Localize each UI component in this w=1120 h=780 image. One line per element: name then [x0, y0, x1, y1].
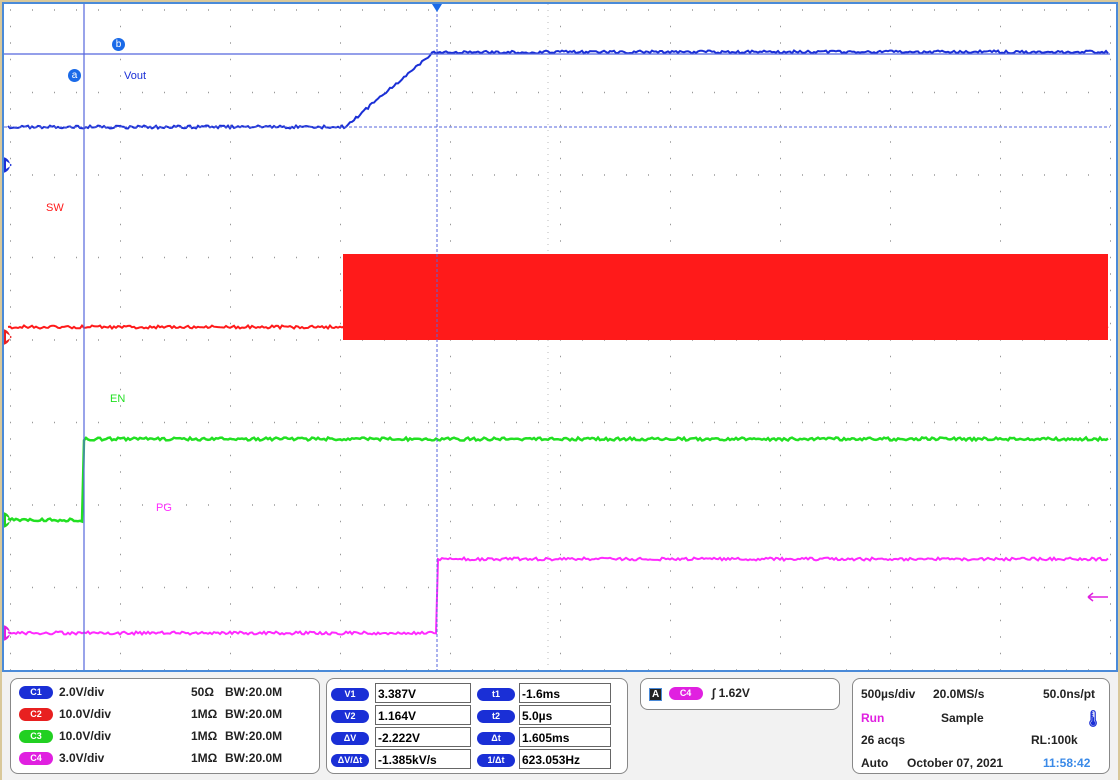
channel-scale: 3.0V/div [59, 751, 104, 765]
channel-impedance: 1MΩ [191, 707, 217, 721]
run-state[interactable]: Run [861, 711, 884, 725]
channel-row[interactable]: C3 10.0V/div 1MΩ BW:20.0M [19, 729, 309, 743]
measurement-value: -1.6ms [519, 683, 611, 703]
trace-sw-switching [343, 254, 1108, 340]
channel-row[interactable]: C1 2.0V/div 50Ω BW:20.0M [19, 685, 309, 699]
channel-scale: 2.0V/div [59, 685, 104, 699]
cursor-b-marker[interactable]: b [112, 38, 125, 51]
trigger-mode-auto: Auto [861, 756, 888, 770]
cursor-readouts: V1 3.387V t1 -1.6ms V2 1.164V t2 5.0µs ΔV -2.222V… [326, 678, 628, 774]
channel-badge[interactable]: C4 [19, 752, 53, 765]
channel-row[interactable]: C4 3.0V/div 1MΩ BW:20.0M [19, 751, 309, 765]
channel-impedance: 1MΩ [191, 751, 217, 765]
resolution: 50.0ns/pt [1043, 687, 1095, 701]
trigger-level-arrow-icon [1088, 593, 1108, 601]
trace-label-vout: Vout [124, 70, 146, 82]
acquisition-settings: 500µs/div 20.0MS/s 50.0ns/pt Run Sample … [852, 678, 1110, 774]
measurement-value: 5.0µs [519, 705, 611, 725]
trigger-mode: A [649, 688, 662, 701]
channel-bandwidth: BW:20.0M [225, 751, 282, 765]
trace-label-en: EN [110, 393, 125, 405]
trigger-slope-icon: ∫ [712, 686, 715, 700]
acq-count: 26 acqs [861, 733, 905, 747]
trace-label-pg: PG [156, 502, 172, 514]
channel-badge[interactable]: C2 [19, 708, 53, 721]
channel-impedance: 50Ω [191, 685, 214, 699]
channel-bandwidth: BW:20.0M [225, 685, 282, 699]
channel-scale: 10.0V/div [59, 707, 111, 721]
waveform-display[interactable]: Vout SW EN PG a b [2, 2, 1118, 672]
measurement-label: 1/Δt [477, 754, 515, 767]
timebase: 500µs/div [861, 687, 915, 701]
measurement-label: t2 [477, 710, 515, 723]
measurement-label: V2 [331, 710, 369, 723]
channel-bandwidth: BW:20.0M [225, 729, 282, 743]
measurement-value: 3.387V [375, 683, 471, 703]
trace-label-sw: SW [46, 202, 64, 214]
channel-row[interactable]: C2 10.0V/div 1MΩ BW:20.0M [19, 707, 309, 721]
channel-scale: 10.0V/div [59, 729, 111, 743]
channel-badge[interactable]: C3 [19, 730, 53, 743]
status-panel: C1 2.0V/div 50Ω BW:20.0M C2 10.0V/div 1MΩ BW:20… [2, 672, 1118, 780]
measurement-value: 1.164V [375, 705, 471, 725]
trigger-source: C4 [669, 687, 703, 700]
channel-impedance: 1MΩ [191, 729, 217, 743]
cursor-a-marker[interactable]: a [68, 69, 81, 82]
trace-en [8, 438, 1108, 522]
thermometer-icon: 🌡 [1083, 709, 1103, 729]
measurement-label: V1 [331, 688, 369, 701]
waveform-canvas [4, 4, 1116, 670]
channel-bandwidth: BW:20.0M [225, 707, 282, 721]
channel-badge[interactable]: C1 [19, 686, 53, 699]
measurement-label: ΔV [331, 732, 369, 745]
measurement-label: ΔV/Δt [331, 754, 369, 767]
time: 11:58:42 [1043, 756, 1090, 770]
measurement-label: t1 [477, 688, 515, 701]
channel-ground-marker-icon [4, 157, 12, 173]
trigger-level: 1.62V [719, 686, 750, 700]
measurement-value: 623.053Hz [519, 749, 611, 769]
channel-settings: C1 2.0V/div 50Ω BW:20.0M C2 10.0V/div 1MΩ BW:20… [10, 678, 320, 774]
acq-mode: Sample [941, 711, 984, 725]
trigger-position-icon [432, 4, 442, 12]
trace-vout [8, 51, 1108, 129]
measurement-value: -1.385kV/s [375, 749, 471, 769]
record-length: RL:100k [1031, 733, 1078, 747]
measurement-label: Δt [477, 732, 515, 745]
date: October 07, 2021 [907, 756, 1003, 770]
trace-pg [8, 558, 1108, 635]
sample-rate: 20.0MS/s [933, 687, 984, 701]
channel-ground-marker-icon [4, 329, 12, 345]
trigger-settings: A C4 ∫ 1.62V [640, 678, 840, 710]
measurement-value: -2.222V [375, 727, 471, 747]
measurement-value: 1.605ms [519, 727, 611, 747]
